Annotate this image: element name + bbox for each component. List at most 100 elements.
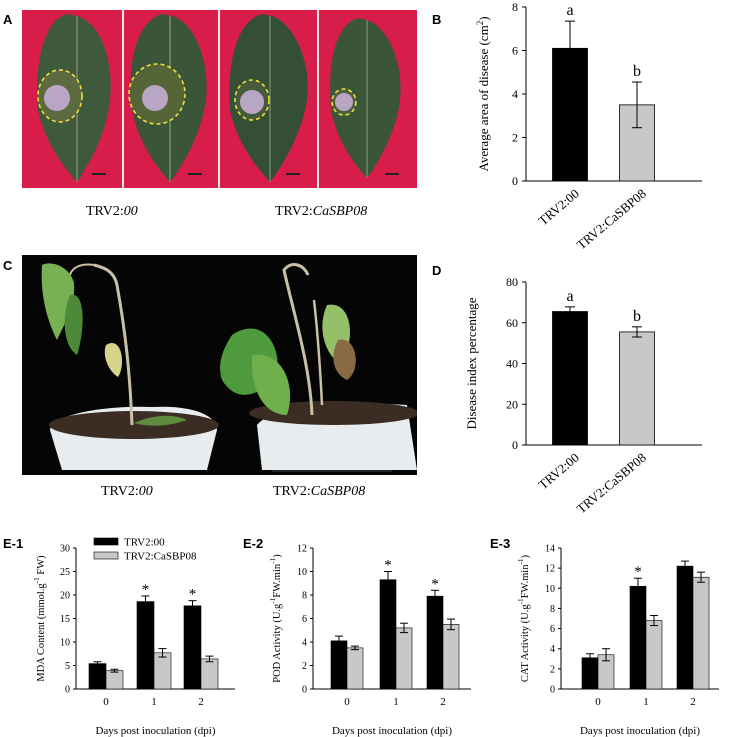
leaf-photo-panel [22, 10, 417, 188]
panel-e3-letter: E-3 [490, 536, 511, 551]
leaf-1 [37, 14, 111, 182]
y-axis-label: POD Activity (U.g-1FW.min-1) [268, 554, 283, 683]
significance-letter: b [633, 308, 641, 325]
bar-TRV2:CaSBP08-0 [105, 670, 124, 690]
caption-c-left: TRV2:00 [101, 484, 153, 499]
caption-a-left: TRV2:00 [86, 204, 138, 219]
significance-star: * [634, 564, 642, 580]
x-tick-label: 0 [595, 696, 601, 708]
bar-TRV2:CaSBP08-0 [346, 647, 364, 690]
x-tick-label: 2 [440, 696, 446, 708]
leaf-2 [128, 14, 207, 182]
y-tick-label: 4 [512, 87, 518, 101]
legend-label: TRV2:CaSBP08 [124, 551, 197, 563]
x-tick-label: TRV2:CaSBP08 [574, 450, 649, 517]
leaf-photo-svg [22, 10, 417, 188]
bar-TRV2:00-0 [330, 640, 348, 690]
y-tick-label: 5 [65, 661, 70, 672]
panel-b-letter: B [432, 12, 442, 27]
bar-TRV2:CaSBP08-1 [395, 627, 413, 690]
x-tick-label: 1 [643, 696, 649, 708]
y-tick-label: 6 [512, 44, 518, 58]
x-tick-label: 2 [690, 696, 696, 708]
y-tick-label: 8 [550, 604, 555, 615]
x-tick-label: 0 [344, 696, 350, 708]
y-tick-label: 14 [545, 544, 555, 555]
y-tick-label: 20 [506, 397, 518, 411]
bar-TRV2:00-1 [629, 585, 647, 690]
significance-star: * [142, 582, 150, 598]
bar-TRV2:00-0 [581, 657, 599, 690]
significance-letter: b [633, 63, 641, 80]
y-tick-label: 60 [506, 316, 518, 330]
plant-photo-svg [22, 255, 417, 475]
x-tick-label: TRV2:00 [535, 186, 581, 228]
panel-d-letter: D [432, 263, 442, 278]
bar-TRV2:00 [552, 311, 588, 446]
y-tick-label: 0 [512, 174, 518, 188]
x-tick-label: TRV2:CaSBP08 [574, 186, 649, 253]
y-tick-label: 0 [512, 438, 518, 452]
y-axis-label: Disease index percentage [464, 297, 479, 429]
y-tick-label: 10 [60, 638, 70, 649]
bar-TRV2:00-2 [183, 605, 202, 690]
x-tick-label: TRV2:00 [535, 450, 581, 492]
y-tick-label: 10 [545, 584, 555, 595]
y-tick-label: 10 [297, 567, 307, 578]
bar-TRV2:CaSBP08-2 [692, 576, 710, 690]
y-tick-label: 2 [302, 661, 307, 672]
x-tick-label: 0 [103, 696, 109, 708]
y-tick-label: 4 [550, 644, 555, 655]
y-tick-label: 6 [302, 614, 307, 625]
panel-c-letter: C [3, 258, 13, 273]
x-axis-label: Days post inoculation (dpi) [580, 725, 700, 737]
bar-TRV2:00-2 [426, 595, 444, 690]
y-axis-label: MDA Content (mmol.g-1 FW) [32, 555, 47, 682]
y-tick-label: 6 [550, 624, 555, 635]
y-tick-label: 2 [512, 131, 518, 145]
bar-TRV2:CaSBP08-2 [442, 624, 460, 690]
chart-b: 0 2 4 6 8 Average area of disease (cm2) a TRV2:… [475, 0, 702, 253]
significance-star: * [431, 576, 439, 592]
bar-TRV2:00-0 [88, 663, 107, 690]
panel-e2-letter: E-2 [243, 536, 264, 551]
y-tick-label: 2 [550, 664, 555, 675]
bar-TRV2:CaSBP08-1 [645, 620, 663, 690]
significance-letter: a [566, 2, 573, 19]
x-tick-label: 1 [151, 696, 157, 708]
bar-TRV2:00-1 [136, 601, 155, 690]
y-tick-label: 0 [550, 685, 555, 696]
significance-star: * [189, 587, 197, 603]
chart-d: 0 20 40 60 80 Disease index percentage a TRV2:0… [464, 275, 702, 517]
leaf-3 [229, 14, 308, 182]
x-axis-label: Days post inoculation (dpi) [95, 725, 215, 737]
x-axis-label: Days post inoculation (dpi) [332, 725, 452, 737]
y-tick-label: 20 [60, 591, 70, 602]
y-tick-label: 25 [60, 567, 70, 578]
y-tick-label: 80 [506, 275, 518, 289]
y-tick-label: 8 [512, 0, 518, 14]
y-tick-label: 0 [302, 685, 307, 696]
bar-TRV2:CaSBP08-2 [200, 658, 219, 690]
y-tick-label: 8 [302, 591, 307, 602]
legend-label: TRV2:00 [124, 537, 165, 549]
x-tick-label: 2 [198, 696, 204, 708]
caption-a-right: TRV2:CaSBP08 [275, 204, 368, 219]
y-tick-label: 15 [60, 614, 70, 625]
significance-letter: a [566, 288, 573, 305]
x-tick-label: 1 [393, 696, 399, 708]
caption-c-right: TRV2:CaSBP08 [273, 484, 366, 499]
y-tick-label: 0 [65, 685, 70, 696]
legend-swatch [93, 537, 119, 546]
y-tick-label: 12 [545, 564, 555, 575]
y-tick-label: 4 [302, 638, 307, 649]
bar-TRV2:00-1 [379, 579, 397, 690]
y-tick-label: 12 [297, 544, 307, 555]
bar-TRV2:00-2 [676, 565, 694, 690]
plant-left [41, 263, 219, 470]
plant-right [220, 263, 417, 470]
plant-photo-panel [22, 255, 417, 475]
y-axis-label: Average area of disease (cm2) [475, 16, 491, 171]
